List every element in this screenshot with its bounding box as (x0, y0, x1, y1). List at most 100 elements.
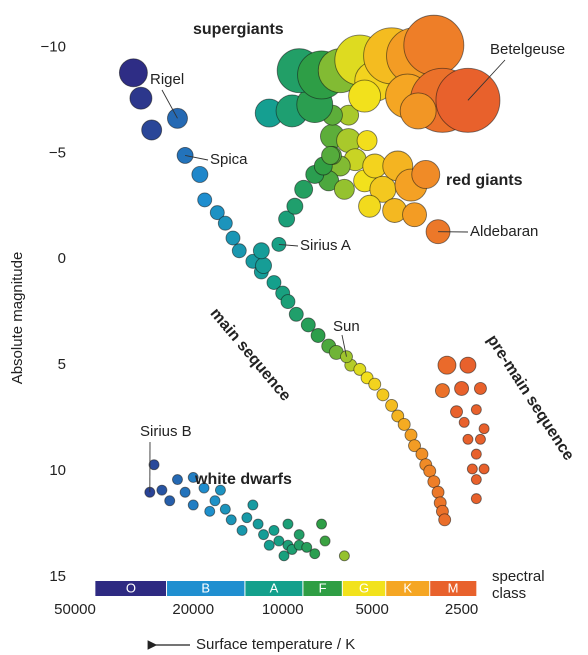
star (237, 525, 247, 535)
star (471, 405, 481, 415)
star (403, 203, 427, 227)
star (205, 506, 215, 516)
x-tick-label: 20000 (172, 601, 214, 618)
star (339, 551, 349, 561)
x-axis-label: Surface temperature / K (196, 636, 355, 653)
star (463, 434, 473, 444)
star (165, 496, 175, 506)
series-annotation: red giants (446, 172, 523, 189)
star (264, 540, 274, 550)
star (459, 417, 469, 427)
spectral-class-name: A (270, 580, 279, 595)
star-name: Sun (333, 318, 360, 335)
star (269, 525, 279, 535)
series-annotation: main sequence (207, 305, 294, 405)
star (359, 195, 381, 217)
star (283, 519, 293, 529)
chart: OBAFGKM −10−5051015500002000010000500025… (0, 0, 588, 655)
star (386, 399, 398, 411)
page: {"chart_data": { "type": "bubble", "y_la… (0, 0, 588, 655)
star (226, 515, 236, 525)
star (400, 93, 436, 129)
star (471, 494, 481, 504)
star (438, 356, 456, 374)
star (357, 131, 377, 151)
star (432, 486, 444, 498)
star (192, 166, 208, 182)
x-tick-label: 5000 (355, 601, 388, 618)
star (242, 513, 252, 523)
star (172, 475, 182, 485)
star (349, 80, 381, 112)
star (253, 519, 263, 529)
y-tick-label: −5 (49, 144, 66, 161)
star (253, 243, 269, 259)
star (412, 160, 440, 188)
star (369, 378, 381, 390)
y-axis-label: Absolute magnitude (9, 252, 26, 385)
y-tick-label: 5 (58, 356, 66, 373)
spectral-class-label: spectral class (492, 568, 548, 602)
star (281, 295, 295, 309)
star (334, 179, 354, 199)
star (322, 146, 340, 164)
star (439, 514, 451, 526)
star (119, 59, 147, 87)
star (142, 120, 162, 140)
star (226, 231, 240, 245)
y-tick-label: −10 (41, 38, 66, 55)
star (479, 464, 489, 474)
star-name: Aldebaran (470, 223, 538, 240)
star (274, 536, 284, 546)
star (310, 549, 320, 559)
star (220, 504, 230, 514)
star (320, 536, 330, 546)
series-annotation: supergiants (193, 21, 284, 38)
star (301, 318, 315, 332)
star (232, 244, 246, 258)
star (256, 258, 272, 274)
star (398, 418, 410, 430)
spectral-class-name: O (126, 580, 136, 595)
star (289, 307, 303, 321)
spectral-class-name: M (448, 580, 459, 595)
series-annotation: white dwarfs (194, 471, 292, 488)
star (471, 475, 481, 485)
star (218, 216, 232, 230)
star (455, 381, 469, 395)
star (295, 180, 313, 198)
star-name: Betelgeuse (490, 41, 565, 58)
y-tick-label: 15 (49, 568, 66, 585)
star (180, 487, 190, 497)
x-tick-label: 10000 (262, 601, 304, 618)
x-tick-label: 50000 (54, 601, 96, 618)
star-name: Sirius B (140, 423, 192, 440)
star (279, 551, 289, 561)
star (311, 328, 325, 342)
star (460, 357, 476, 373)
star (436, 68, 500, 132)
star (479, 424, 489, 434)
star (474, 382, 486, 394)
star (471, 449, 481, 459)
star (294, 530, 304, 540)
star-name: Sirius A (300, 237, 351, 254)
y-tick-label: 10 (49, 462, 66, 479)
star (435, 384, 449, 398)
star (248, 500, 258, 510)
star (404, 15, 464, 75)
y-tick-label: 0 (58, 250, 66, 267)
spectral-class-name: K (403, 580, 412, 595)
spectral-class-name: B (201, 580, 210, 595)
star (259, 530, 269, 540)
star (198, 193, 212, 207)
star-name: Spica (210, 151, 248, 168)
x-tick-label: 2500 (445, 601, 478, 618)
star (210, 496, 220, 506)
star (287, 198, 303, 214)
star (451, 406, 463, 418)
star (130, 87, 152, 109)
series-annotation: pre-main sequence (483, 332, 577, 464)
spectral-class-name: F (319, 580, 327, 595)
star (317, 519, 327, 529)
